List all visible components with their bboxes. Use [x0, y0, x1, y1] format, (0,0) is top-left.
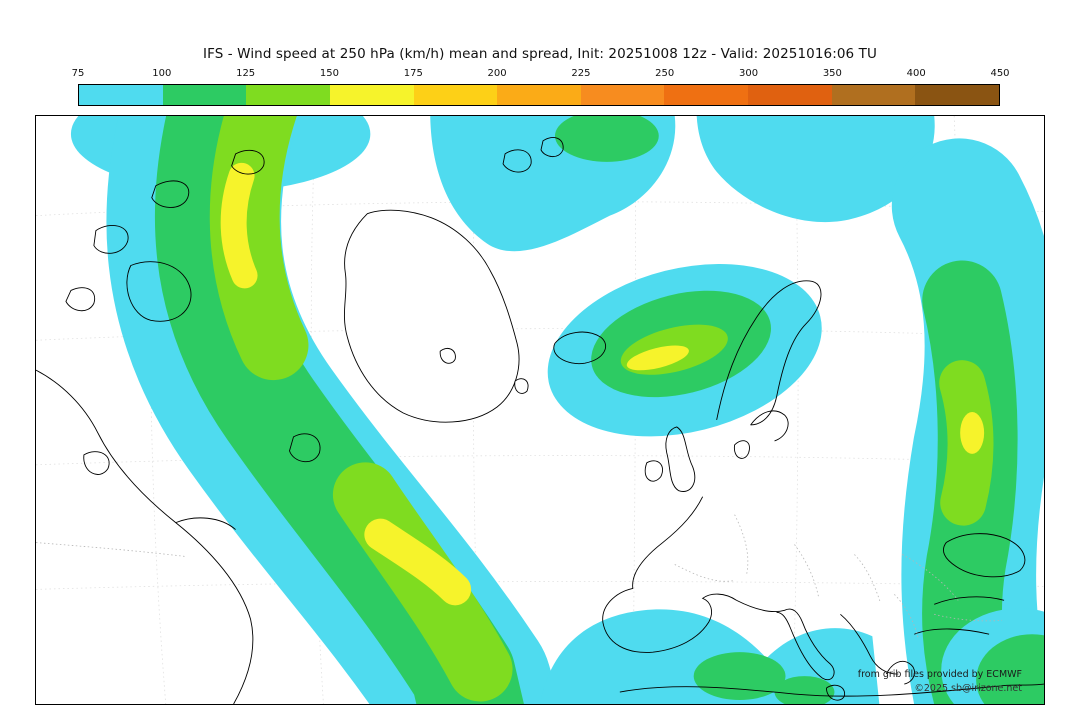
- colorbar-tick-label: 150: [319, 68, 339, 79]
- colorbar-segment: [664, 85, 749, 105]
- colorbar-segment: [413, 85, 498, 105]
- wind-speed-contours: [70, 116, 1044, 704]
- credit-ecmwf: from grib files provided by ECMWF: [857, 669, 1022, 680]
- borders-layer: [36, 514, 1003, 639]
- colorbar-segment: [79, 85, 163, 105]
- coastline-island: [514, 378, 529, 394]
- contour-yellow: [364, 518, 472, 606]
- colorbar-segment: [497, 85, 581, 105]
- contour-green: [554, 116, 659, 162]
- map-credits: from grib files provided by ECMWF ©2025 …: [858, 668, 1022, 696]
- coastline-balkans: [840, 613, 899, 675]
- credit-copyright: ©2025 sb@irizone.net: [914, 683, 1022, 694]
- page-title: IFS - Wind speed at 250 hPa (km/h) mean …: [203, 46, 877, 62]
- colorbar-segments: [78, 84, 1000, 106]
- map-frame: from grib files provided by ECMWF ©2025 …: [35, 115, 1045, 705]
- coastline-island: [126, 261, 192, 322]
- contour-cyan: [696, 116, 935, 223]
- weather-map-canvas: [36, 116, 1044, 704]
- coastline-island: [439, 348, 456, 364]
- colorbar-tick-label: 225: [571, 68, 591, 79]
- coastline-uk: [665, 426, 696, 492]
- colorbar-tick-label: 250: [655, 68, 675, 79]
- contour-green: [693, 652, 786, 701]
- colorbar-segment: [162, 85, 247, 105]
- coastline-black-sea: [943, 533, 1026, 578]
- colorbar-tick-label: 75: [71, 68, 85, 79]
- coastlines-layer: [36, 137, 1044, 704]
- coastline-island: [540, 137, 564, 158]
- colorbar-tick-label: 300: [738, 68, 759, 79]
- coastline-island: [502, 149, 532, 173]
- contour-yellow: [960, 411, 985, 454]
- colorbar: 75 100 125 150 175 200 225 250 300 350 400 450: [72, 68, 1010, 106]
- contour-yellow: [626, 345, 689, 371]
- coastline-island: [289, 433, 321, 463]
- contour-yellow: [220, 162, 258, 289]
- coastline-baltic: [750, 410, 789, 442]
- colorbar-tick-label: 175: [403, 68, 423, 79]
- contour-green: [774, 676, 835, 704]
- coastline-greenland: [343, 209, 520, 423]
- coastline-island: [151, 180, 190, 208]
- coastline-island: [93, 224, 129, 254]
- colorbar-segment: [246, 85, 330, 105]
- coastline-mediterranean: [736, 599, 835, 681]
- coastline-anatolia: [914, 628, 990, 635]
- colorbar-segment: [915, 85, 1000, 105]
- colorbar-tick-label: 125: [236, 68, 256, 79]
- coastline-scandinavia: [716, 280, 822, 426]
- coastline-island: [65, 287, 96, 312]
- colorbar-ticks: 75 100 125 150 175 200 225 250 300 350 400 450: [72, 68, 1010, 82]
- coastline-denmark: [734, 440, 750, 459]
- coastline-ireland: [644, 460, 663, 482]
- coastline-greece: [885, 661, 915, 685]
- contour-system-norwegian-sea: [547, 264, 822, 437]
- coastline-north-america: [175, 517, 236, 530]
- colorbar-segment: [329, 85, 414, 105]
- colorbar-tick-label: 350: [822, 68, 842, 79]
- colorbar-tick-label: 100: [152, 68, 172, 79]
- coastline-lake: [83, 451, 110, 475]
- colorbar-segment: [748, 85, 832, 105]
- coastline-europe-west: [602, 496, 737, 653]
- colorbar-segment: [580, 85, 665, 105]
- coastline-north-africa: [619, 683, 1044, 697]
- coastline-island: [231, 149, 265, 175]
- colorbar-tick-label: 450: [990, 68, 1010, 79]
- colorbar-tick-label: 200: [487, 68, 507, 79]
- colorbar-tick-label: 400: [906, 68, 926, 79]
- coastline-iceland: [553, 331, 606, 365]
- colorbar-segment: [831, 85, 916, 105]
- coastline-anatolia: [934, 596, 1005, 605]
